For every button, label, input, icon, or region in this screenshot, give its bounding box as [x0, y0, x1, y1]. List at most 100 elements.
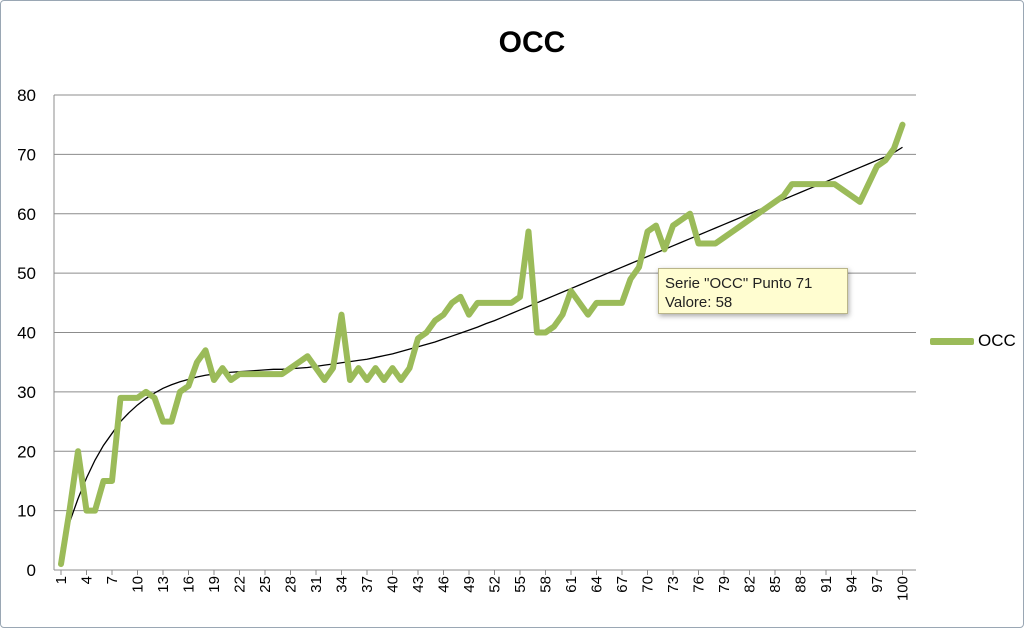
data-point: [58, 561, 64, 567]
data-point: [347, 377, 353, 383]
y-tick-label: 70: [17, 145, 36, 164]
x-tick-label: 49: [461, 576, 478, 593]
data-point: [322, 377, 328, 383]
data-point: [466, 312, 472, 318]
data-point: [798, 181, 804, 187]
data-point: [713, 240, 719, 246]
x-tick-label: 100: [895, 576, 912, 601]
x-tick-label: 25: [257, 576, 274, 593]
data-point: [500, 300, 506, 306]
axes: [53, 95, 916, 575]
data-point: [815, 181, 821, 187]
data-point: [730, 229, 736, 235]
legend[interactable]: OCC: [930, 331, 1016, 351]
data-point: [101, 478, 107, 484]
data-point: [432, 318, 438, 324]
x-tick-label: 64: [589, 576, 606, 593]
data-point: [169, 419, 175, 425]
x-tick-label: 85: [767, 576, 784, 593]
data-point: [177, 389, 183, 395]
data-point: [186, 383, 192, 389]
data-point: [781, 193, 787, 199]
data-point: [764, 205, 770, 211]
x-tick-label: 22: [232, 576, 249, 593]
data-point: [279, 371, 285, 377]
data-point: [475, 300, 481, 306]
gridlines: [54, 94, 916, 512]
data-point: [772, 199, 778, 205]
data-point: [526, 229, 532, 235]
x-tick-label: 88: [793, 576, 810, 593]
x-tick-label: 91: [818, 576, 835, 593]
x-tick-label: 10: [130, 576, 147, 593]
x-tick-label: 1: [53, 576, 70, 584]
data-point: [517, 294, 523, 300]
data-point: [628, 276, 634, 282]
data-point: [806, 181, 812, 187]
x-tick-label: 46: [436, 576, 453, 593]
data-point: [313, 365, 319, 371]
data-point: [738, 223, 744, 229]
data-point: [568, 288, 574, 294]
legend-label-occ: OCC: [978, 331, 1016, 350]
data-point: [696, 240, 702, 246]
x-tick-label: 16: [181, 576, 198, 593]
data-point: [245, 371, 251, 377]
data-point: [866, 181, 872, 187]
tooltip-series-point: Serie "OCC" Punto 71: [665, 275, 813, 292]
data-point: [585, 312, 591, 318]
data-point: [220, 365, 226, 371]
data-point: [645, 229, 651, 235]
data-point: [92, 508, 98, 514]
data-point: [126, 395, 132, 401]
y-tick-label: 40: [17, 324, 36, 343]
data-point: [441, 312, 447, 318]
data-point: [254, 371, 260, 377]
data-point: [109, 478, 115, 484]
data-point: [203, 347, 209, 353]
x-tick-label: 52: [487, 576, 504, 593]
data-point: [356, 365, 362, 371]
data-point: [789, 181, 795, 187]
data-point: [704, 240, 710, 246]
data-point: [551, 324, 557, 330]
trendline-layer: [60, 146, 903, 550]
y-tick-label: 60: [17, 205, 36, 224]
data-point: [883, 157, 889, 163]
data-point: [339, 312, 345, 318]
data-point-tooltip: Serie "OCC" Punto 71 Valore: 58: [658, 268, 848, 314]
data-point: [636, 264, 642, 270]
data-point: [364, 377, 370, 383]
data-point: [415, 335, 421, 341]
data-point: [857, 199, 863, 205]
data-point: [67, 508, 73, 514]
data-point: [560, 312, 566, 318]
series-line-occ: [58, 121, 906, 568]
x-tick-label: 28: [283, 576, 300, 593]
data-point: [577, 300, 583, 306]
data-point: [262, 371, 268, 377]
x-tick-label: 97: [869, 576, 886, 593]
x-tick-label: 13: [155, 576, 172, 593]
data-point: [228, 377, 234, 383]
x-tick-label: 31: [308, 576, 325, 593]
data-point: [849, 193, 855, 199]
x-tick-label: 19: [206, 576, 223, 593]
data-point: [407, 365, 413, 371]
data-point: [602, 300, 608, 306]
y-tick-label: 30: [17, 383, 36, 402]
x-tick-label: 7: [104, 576, 121, 584]
data-point: [492, 300, 498, 306]
data-point: [874, 163, 880, 169]
data-point: [143, 389, 149, 395]
data-point: [891, 145, 897, 151]
x-tick-label: 34: [334, 576, 351, 593]
data-point: [211, 377, 217, 383]
data-point: [679, 217, 685, 223]
y-tick-label: 80: [17, 86, 36, 105]
data-point: [832, 181, 838, 187]
x-tick-label: 37: [359, 576, 376, 593]
data-point: [296, 359, 302, 365]
